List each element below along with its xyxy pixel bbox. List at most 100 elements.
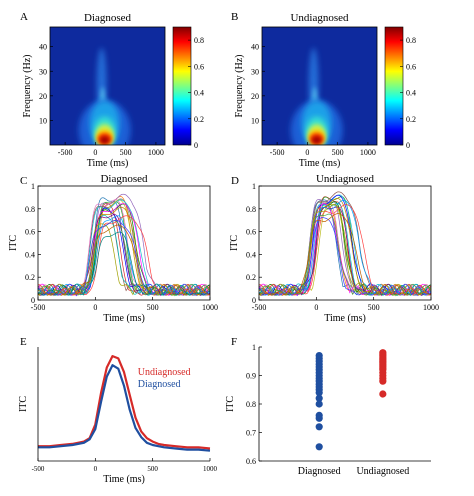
trials-c-trace [37, 223, 211, 297]
heatmap-a-ytick-label: 10 [39, 116, 47, 125]
heatmap-a-colorbar-label: 0.4 [194, 89, 204, 98]
heatmap-b-ytick-label: 30 [251, 67, 259, 76]
panel-letter-f: F [231, 336, 237, 348]
trials-d-xtick-label: 500 [368, 303, 380, 312]
trials-c-frame [37, 185, 211, 301]
heatmap-a-blob-layer [99, 136, 110, 145]
trials-d-trace [258, 213, 432, 296]
heatmap-a-colorbar-label: 0.8 [194, 36, 204, 45]
heatmap-a-colorbar [172, 26, 192, 146]
trials-c-title: Diagnosed [100, 173, 148, 185]
panel-letter-b: B [231, 11, 238, 23]
heatmap-a-colorbar-label: 0.6 [194, 62, 204, 71]
trials-d-xlabel: Time (ms) [324, 313, 366, 324]
heatmap-b-xtick-label: -500 [270, 148, 285, 157]
heatmap-a-xlabel: Time (ms) [87, 158, 129, 169]
heatmap-a-ytick-label: 40 [39, 43, 47, 52]
heatmap-b-title: Undiagnosed [290, 12, 349, 24]
scatter-f-point-diagnosed [315, 443, 323, 451]
heatmap-b-xtick-label: 1000 [360, 148, 376, 157]
trials-c-xtick-label: 1000 [202, 303, 218, 312]
panel-b: B Undiagnosed -500 0 500 1000 Time (ms) 10 20 30 4… [231, 11, 416, 175]
trials-d-title: Undiagnosed [316, 173, 375, 185]
trials-d-ytick-label: 0 [252, 296, 256, 305]
mean-e-line-diagnosed [38, 364, 211, 452]
heatmap-b-ylabel: Frequency (Hz) [234, 54, 245, 117]
trials-d-xtick-label: -500 [252, 303, 267, 312]
trials-d-ytick-label: 1 [252, 182, 256, 191]
mean-e-xtick-label: -500 [32, 465, 45, 473]
panel-letter-d: D [231, 175, 239, 187]
heatmap-b-colorbar-label: 0 [406, 141, 410, 150]
trials-c-trace [37, 215, 211, 297]
heatmap-b-ytick-label: 20 [251, 92, 259, 101]
heatmap-a-colorbar-label: 0 [194, 141, 198, 150]
heatmap-a-xtick-label: -500 [58, 148, 73, 157]
scatter-f-point-diagnosed [315, 394, 323, 402]
mean-e-xtick-label: 0 [94, 465, 98, 473]
scatter-f-ytick-label: 1 [252, 343, 256, 352]
trials-c-trace [37, 220, 211, 296]
trials-c-trace [37, 215, 211, 296]
trials-c-trace [37, 231, 211, 297]
heatmap-a-xtick-label: 0 [93, 148, 97, 157]
scatter-f-category-label: Undiagnosed [356, 466, 409, 477]
panel-letter-c: C [20, 175, 27, 187]
mean-e-legend-undiagnosed: Undiagnosed [138, 367, 191, 378]
heatmap-b-colorbar-label: 0.4 [406, 89, 416, 98]
heatmap-a-xtick-label: 1000 [148, 148, 164, 157]
heatmap-a-frame [49, 26, 166, 146]
panel-letter-e: E [20, 336, 27, 348]
mean-e-xlabel: Time (ms) [103, 474, 145, 485]
heatmap-b-xlabel: Time (ms) [299, 158, 341, 169]
heatmap-b-blob-layer [311, 136, 322, 145]
panel-f: F 0.6 0.7 0.8 0.9 1 Diagnosed Undiagnosed ITC [225, 336, 431, 477]
heatmap-a-colorbar-label: 0.2 [194, 115, 204, 124]
heatmap-a-ylabel: Frequency (Hz) [22, 54, 33, 117]
heatmap-a-title: Diagnosed [84, 12, 132, 24]
trials-c-xlabel: Time (ms) [103, 313, 145, 324]
mean-e-legend-diagnosed: Diagnosed [138, 379, 181, 390]
trials-c-ytick-label: 0.2 [25, 273, 35, 282]
trials-c-ytick-label: 1 [31, 182, 35, 191]
trials-d-trace [258, 199, 432, 296]
trials-d-trace [258, 194, 432, 297]
heatmap-b-ytick-label: 10 [251, 116, 259, 125]
scatter-f-point-diagnosed [315, 414, 323, 422]
heatmap-b-mask-bottom [232, 145, 407, 175]
trials-d-trace [258, 204, 432, 297]
scatter-f-ytick-label: 0.7 [246, 429, 256, 438]
heatmap-b-frame [261, 26, 378, 146]
trials-c-ylabel: ITC [8, 235, 19, 251]
trials-d-ylabel: ITC [229, 235, 240, 251]
trials-c-ytick-label: 0.4 [25, 250, 35, 259]
scatter-f-point-undiagnosed [379, 390, 387, 398]
heatmap-a-ytick-label: 30 [39, 67, 47, 76]
trials-d-ytick-label: 0.4 [246, 250, 256, 259]
trials-c-ytick-label: 0.8 [25, 205, 35, 214]
mean-e-xtick-label: 500 [147, 465, 158, 473]
trials-d-trace [258, 204, 432, 297]
trials-c-trace [37, 219, 211, 296]
trials-d-trace [258, 213, 432, 297]
heatmap-a-mask-bottom [20, 145, 195, 175]
mean-e-ylabel: ITC [18, 396, 29, 412]
panel-a: A Diagnosed -500 0 500 1000 Time (ms) 10 20 30 40 F… [20, 11, 204, 175]
trials-c-trace [37, 199, 211, 296]
trials-d-frame [258, 185, 432, 301]
trials-d-xtick-label: 0 [314, 303, 318, 312]
scatter-f-point-diagnosed [315, 423, 323, 431]
trials-c-xtick-label: 0 [93, 303, 97, 312]
trials-c-trace [37, 224, 211, 297]
mean-e-line-undiagnosed [38, 355, 211, 450]
heatmap-b-colorbar-label: 0.6 [406, 62, 416, 71]
trials-c-xtick-label: 500 [147, 303, 159, 312]
mean-e-xtick-label: 1000 [203, 465, 218, 473]
scatter-f-point-undiagnosed [379, 377, 387, 385]
trials-c-ytick-label: 0 [31, 296, 35, 305]
scatter-f-point-diagnosed [315, 389, 323, 397]
panel-letter-a: A [20, 11, 28, 23]
